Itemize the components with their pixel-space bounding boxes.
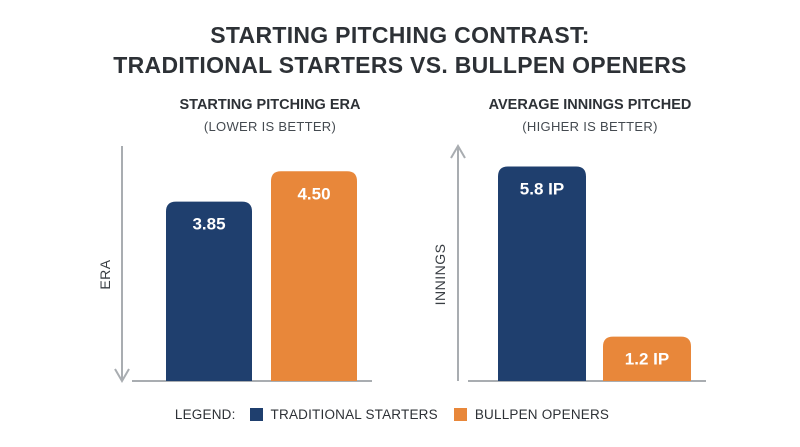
innings-bar-openers xyxy=(603,336,691,381)
legend-item-openers: BULLPEN OPENERS xyxy=(453,407,610,422)
era-data-label-openers: 4.50 xyxy=(297,184,330,203)
era-panel-title: STARTING PITCHING ERA xyxy=(179,97,361,113)
era-axis-arrow-down-icon xyxy=(114,368,130,383)
chart-title: STARTING PITCHING CONTRAST: TRADITIONAL … xyxy=(0,20,800,80)
legend-label: LEGEND: xyxy=(174,407,236,422)
legend-item-traditional: TRADITIONAL STARTERS xyxy=(249,407,438,422)
legend: LEGEND: TRADITIONAL STARTERS BULLPEN OPE… xyxy=(0,407,800,422)
era-y-axis-label: ERA xyxy=(97,259,113,289)
era-data-label-traditional: 3.85 xyxy=(192,215,225,234)
innings-panel-subtitle: (HIGHER IS BETTER) xyxy=(522,119,658,134)
innings-axis-arrow-up-icon xyxy=(450,144,466,159)
legend-swatch-openers xyxy=(453,408,467,421)
legend-swatch-traditional xyxy=(249,408,263,421)
innings-data-label-openers: 1.2 IP xyxy=(625,350,669,369)
innings-bar-traditional xyxy=(498,166,586,381)
chart-title-line-2: TRADITIONAL STARTERS VS. BULLPEN OPENERS xyxy=(113,52,687,78)
legend-text-openers: BULLPEN OPENERS xyxy=(474,407,610,422)
chart-title-line-1: STARTING PITCHING CONTRAST: xyxy=(210,22,590,48)
era-panel-subtitle: (LOWER IS BETTER) xyxy=(203,119,337,134)
innings-panel-title: AVERAGE INNINGS PITCHED xyxy=(488,97,692,113)
legend-text-traditional: TRADITIONAL STARTERS xyxy=(270,407,438,422)
innings-y-axis-label: INNINGS xyxy=(432,244,448,306)
era-bar-traditional xyxy=(166,201,252,381)
era-bar-openers xyxy=(271,171,357,381)
innings-data-label-traditional: 5.8 IP xyxy=(520,179,564,198)
